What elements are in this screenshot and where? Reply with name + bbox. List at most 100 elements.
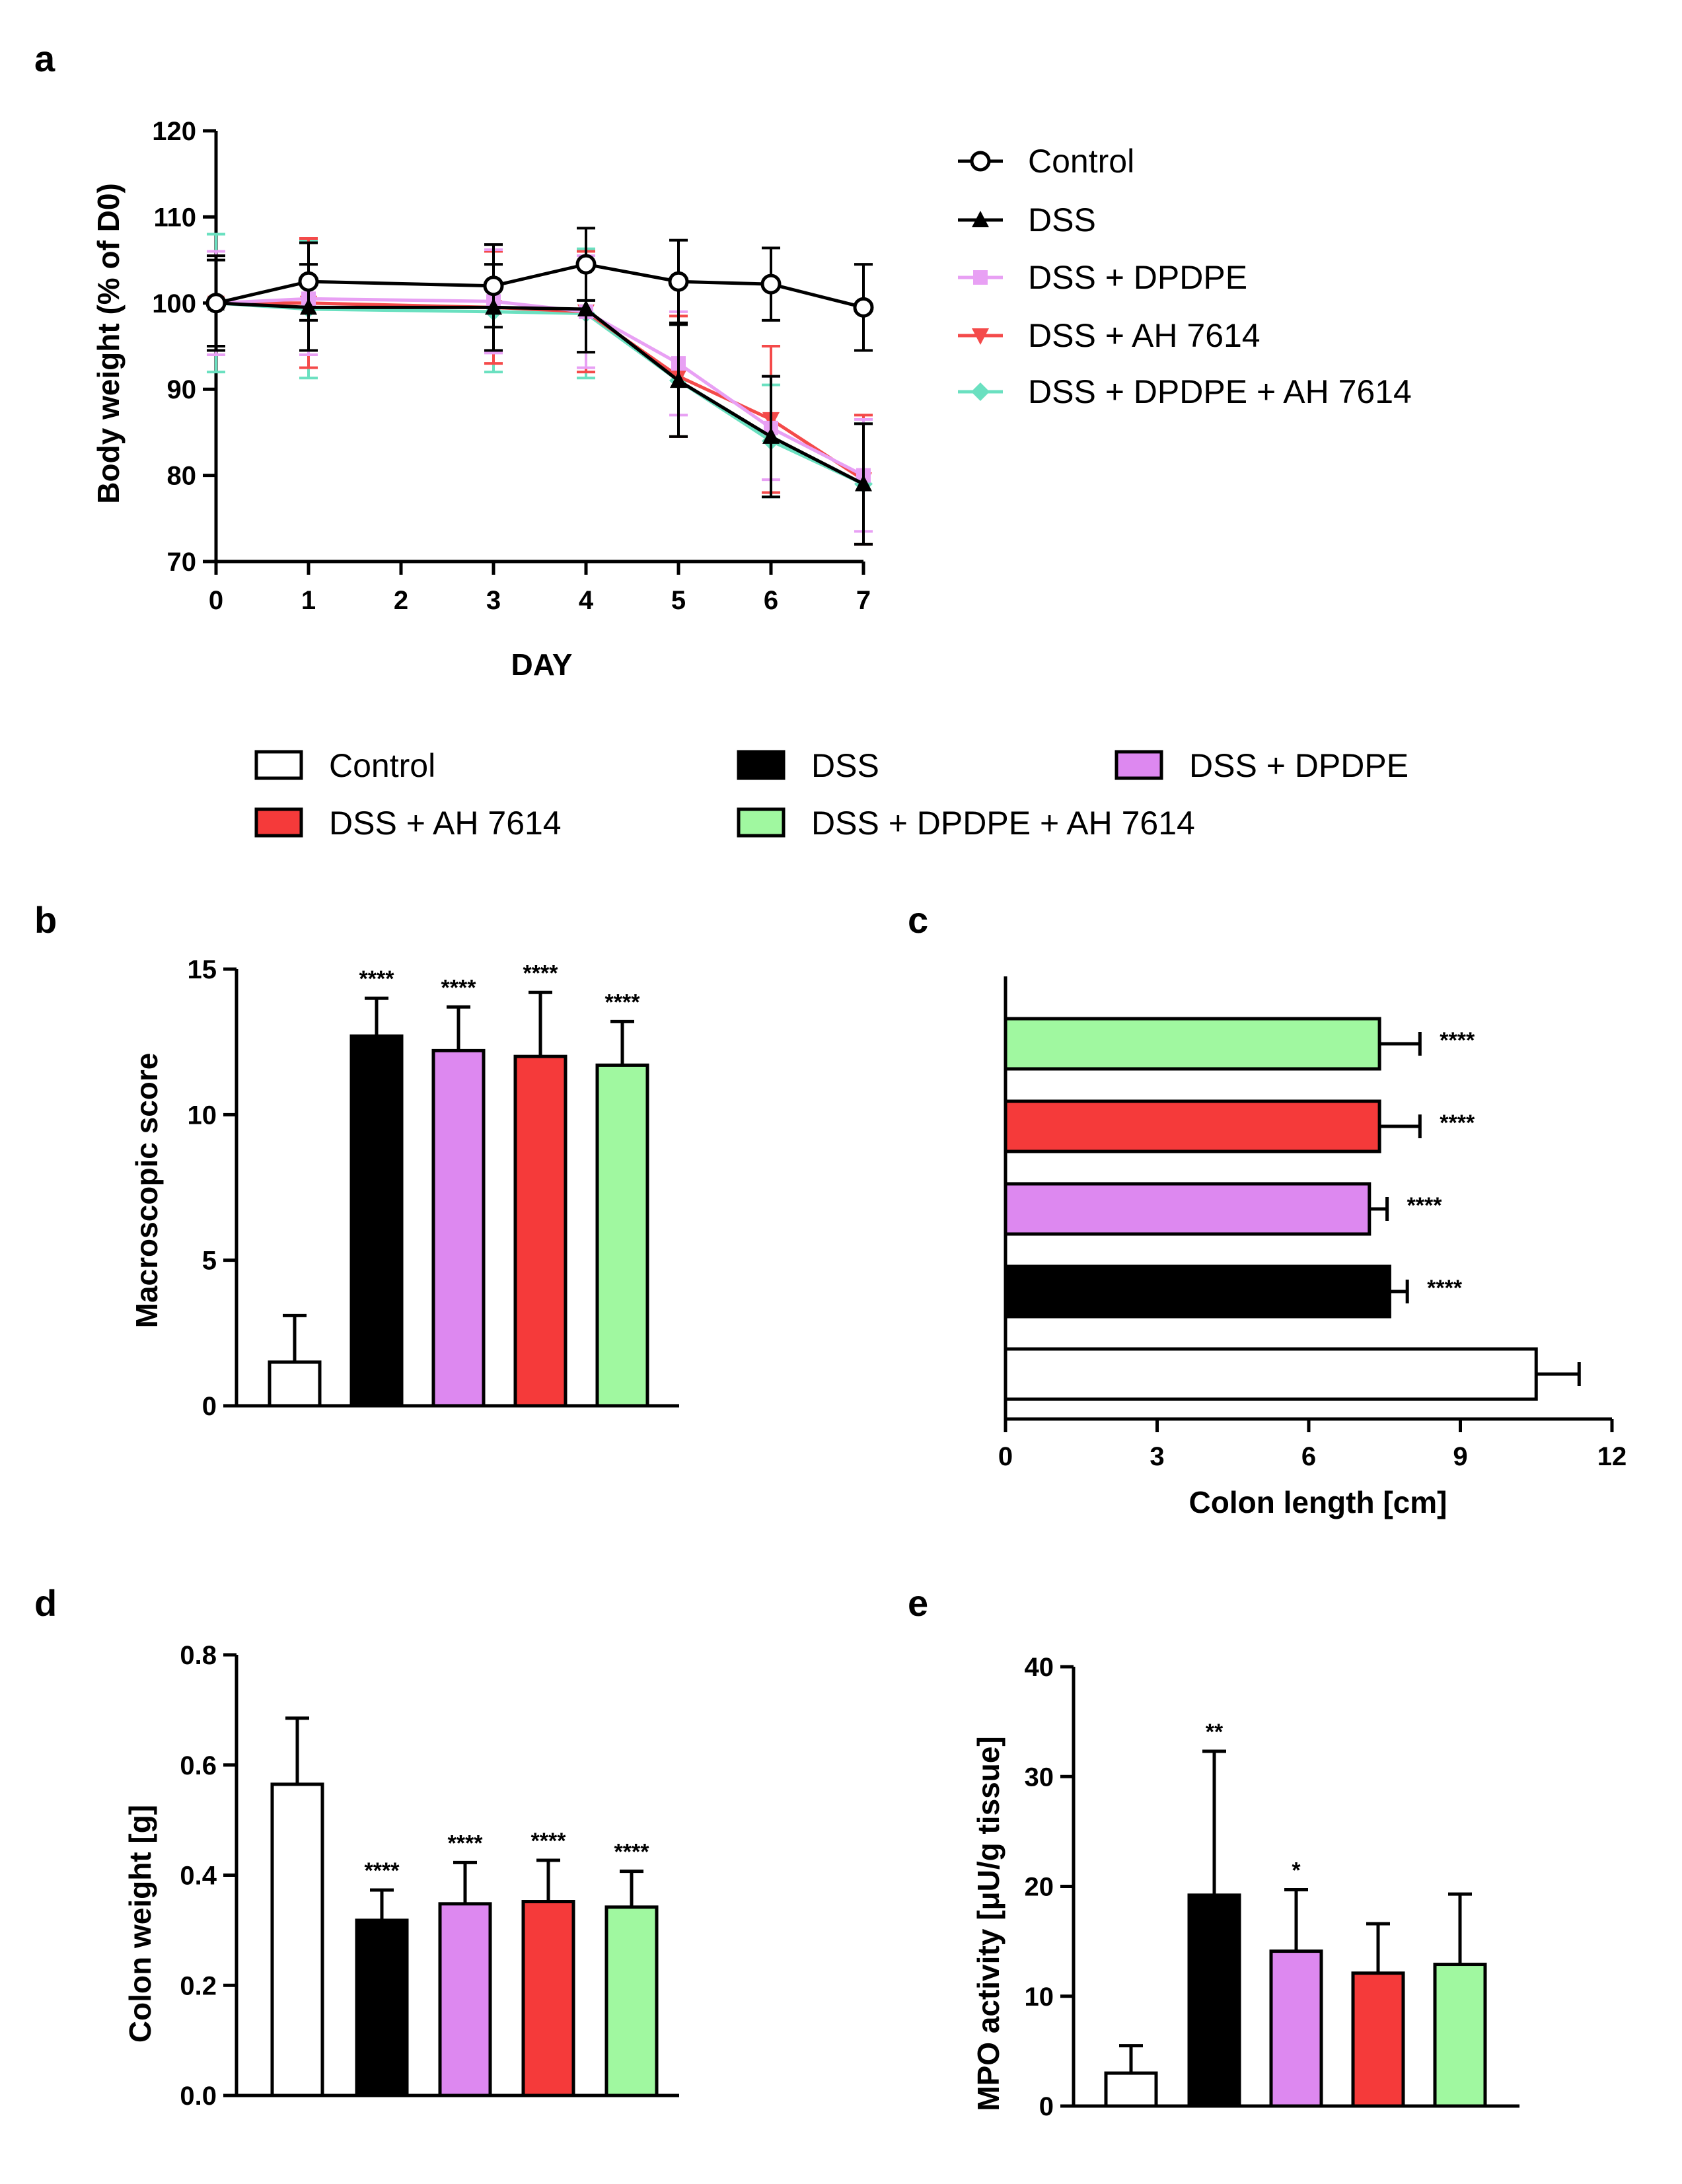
bar-chart-legend: Control DSS DSS + DPDPE DSS + AH 7614 DSS + … <box>254 747 1408 842</box>
panel-a-x-tick-label: 2 <box>394 586 408 615</box>
panel-d-y-tick-label: 0.6 <box>180 1751 217 1780</box>
data-point-dss <box>670 371 687 388</box>
bar-dss-ah-7614 <box>1351 1971 1405 2108</box>
panel-b-bar-chart: Macroscopic score 0 5 10 15 **** **** **** **** <box>129 955 679 1421</box>
panel-c-x-tick-label: 0 <box>998 1442 1013 1471</box>
legend-marker-dss-dpdpe-ah-7614 <box>971 382 990 401</box>
panel-c-x-tick-label: 6 <box>1301 1442 1316 1471</box>
legend-label-control: Control <box>329 747 435 784</box>
panel-a-x-tick-label: 3 <box>486 586 501 615</box>
legend-label-dss-ah-7614: DSS + AH 7614 <box>329 805 562 842</box>
legend-label-dss-dpdpe-ah-7614: DSS + DPDPE + AH 7614 <box>811 805 1195 842</box>
bar-dss-ah-7614 <box>1004 1099 1381 1153</box>
significance-label-dss-dpdpe-ah-7614: **** <box>614 1840 650 1865</box>
legend-label-dss-dpdpe: DSS + DPDPE <box>1028 259 1247 296</box>
significance-label-dss: **** <box>365 1858 400 1883</box>
data-point-control <box>575 254 597 275</box>
legend-marker-dss <box>972 211 989 227</box>
panel-a-x-tick-label: 7 <box>856 586 871 615</box>
panel-e-y-tick-label: 0 <box>1039 2092 1054 2121</box>
series-control <box>205 227 874 352</box>
panel-a-y-tick-label: 120 <box>152 117 196 146</box>
panel-d-y-tick-label: 0.8 <box>180 1641 217 1670</box>
panel-letter-b: b <box>34 899 57 941</box>
panel-b-y-tick-label: 15 <box>188 955 217 984</box>
significance-label-dss: **** <box>359 966 395 992</box>
legend-label-dss: DSS <box>811 747 879 784</box>
legend-swatch-control <box>254 750 303 780</box>
significance-label-dss-dpdpe-ah-7614: **** <box>605 990 641 1015</box>
significance-label-dss-dpdpe-ah-7614: **** <box>1440 1028 1475 1053</box>
bar-dss-dpdpe-ah-7614 <box>604 1905 659 2097</box>
panel-a-x-axis-title: DAY <box>511 647 573 682</box>
data-point-control <box>668 271 689 292</box>
data-point-control <box>298 271 319 292</box>
legend-label-dss: DSS <box>1028 201 1096 238</box>
panel-d-y-tick-label: 0.4 <box>180 1862 217 1891</box>
bar-dss-dpdpe-ah-7614 <box>595 1063 649 1408</box>
panel-a-line-chart: Body weight (% of D0) DAY Control DSS DSS … <box>91 117 1412 682</box>
significance-label-dss-dpdpe: **** <box>448 1831 484 1856</box>
panel-c-horizontal-bar-chart: Colon length [cm] 0 3 6 9 12 **** **** **** **** <box>998 976 1627 1519</box>
bar-dss-ah-7614 <box>513 1054 567 1408</box>
panel-e-y-axis-title: MPO activity [μU/g tissue] <box>971 1736 1006 2111</box>
panel-e-y-tick-label: 10 <box>1025 1983 1054 2012</box>
panel-a-x-tick-label: 1 <box>301 586 316 615</box>
panel-c-x-axis-title: Colon length [cm] <box>1189 1485 1447 1519</box>
significance-label-dss-dpdpe: **** <box>1407 1193 1443 1218</box>
significance-label-dss-ah-7614: **** <box>1440 1110 1475 1136</box>
bar-dss-dpdpe <box>438 1902 492 2097</box>
panel-b-y-tick-label: 5 <box>202 1247 217 1276</box>
legend-swatch-dss-dpdpe <box>1115 750 1163 780</box>
bar-dss-ah-7614 <box>521 1900 575 2097</box>
panel-a-x-tick-label: 4 <box>579 586 594 615</box>
data-point-control <box>483 275 504 297</box>
bar-control <box>1104 2071 1158 2108</box>
legend-swatch-dss-dpdpe-ah-7614 <box>737 807 786 838</box>
data-point-control <box>760 273 782 295</box>
panel-e-y-tick-label: 40 <box>1025 1653 1054 1682</box>
bar-dss-dpdpe-ah-7614 <box>1433 1963 1487 2108</box>
bar-control <box>268 1360 322 1408</box>
significance-label-dss-dpdpe: **** <box>441 975 477 1000</box>
panel-a-y-tick-label: 100 <box>152 289 196 318</box>
bar-dss-dpdpe <box>1269 1949 1323 2108</box>
panel-e-y-tick-label: 30 <box>1025 1763 1054 1792</box>
bar-dss <box>1004 1264 1391 1319</box>
panel-letter-a: a <box>34 38 55 79</box>
bar-control <box>270 1782 324 2097</box>
legend-marker-control <box>970 151 991 172</box>
panel-a-y-tick-label: 80 <box>167 462 197 491</box>
legend-marker-dss-dpdpe <box>973 270 988 285</box>
significance-label-dss-ah-7614: **** <box>523 961 559 986</box>
panel-c-x-tick-label: 9 <box>1453 1442 1467 1471</box>
significance-label-dss-ah-7614: **** <box>531 1829 567 1854</box>
panel-d-y-tick-label: 0.2 <box>180 1971 217 2000</box>
bar-dss-dpdpe <box>431 1048 486 1408</box>
panel-a-legend: Control DSS DSS + DPDPE DSS + AH 7614 DSS + … <box>958 143 1412 410</box>
panel-b-y-tick-label: 10 <box>188 1101 217 1130</box>
legend-label-control: Control <box>1028 143 1134 180</box>
panel-d-bar-chart: Colon weight [g] 0.0 0.2 0.4 0.6 0.8 **** ****… <box>123 1641 679 2111</box>
panel-a-y-tick-label: 90 <box>167 375 197 404</box>
bar-dss-dpdpe-ah-7614 <box>1004 1017 1381 1071</box>
significance-label-dss: ** <box>1206 1720 1224 1745</box>
significance-label-dss: **** <box>1427 1276 1463 1301</box>
legend-label-dss-dpdpe-ah-7614: DSS + DPDPE + AH 7614 <box>1028 373 1412 410</box>
bar-dss <box>1187 1893 1241 2108</box>
panel-d-y-tick-label: 0.0 <box>180 2082 217 2111</box>
panel-letter-c: c <box>908 899 928 941</box>
data-point-dss <box>855 474 872 491</box>
bar-dss <box>349 1034 404 1408</box>
panel-c-x-tick-label: 3 <box>1150 1442 1164 1471</box>
legend-label-dss-ah-7614: DSS + AH 7614 <box>1028 317 1261 354</box>
panel-a-y-axis-title: Body weight (% of D0) <box>91 183 126 504</box>
significance-label-dss-dpdpe: * <box>1292 1858 1301 1883</box>
legend-swatch-dss <box>737 750 786 780</box>
panel-d-y-axis-title: Colon weight [g] <box>123 1805 157 2043</box>
legend-swatch-dss-ah-7614 <box>254 807 303 838</box>
panel-a-x-tick-label: 5 <box>671 586 686 615</box>
